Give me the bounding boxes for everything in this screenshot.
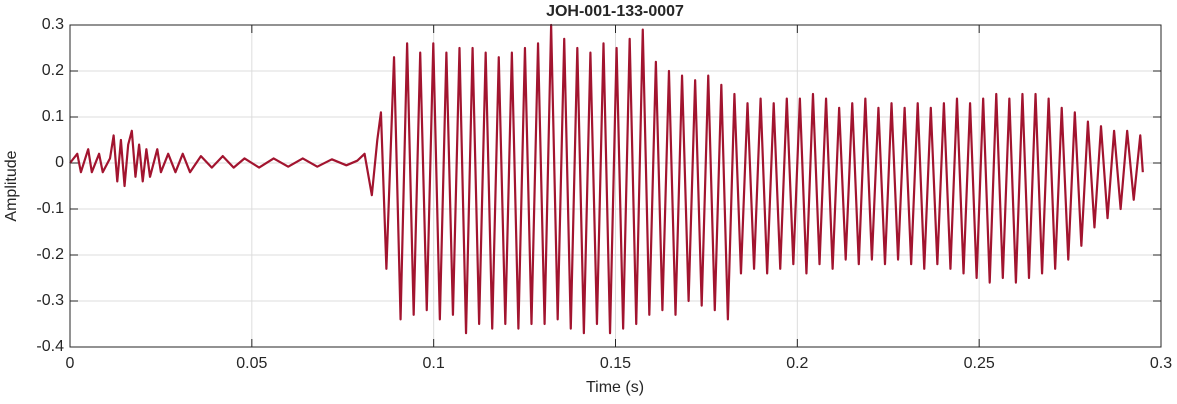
- x-tick-label: 0: [66, 355, 75, 372]
- y-axis-label: Amplitude: [3, 150, 20, 221]
- x-tick-label: 0.25: [964, 355, 995, 372]
- y-tick-label: 0.3: [42, 16, 64, 33]
- y-tick-label: 0: [55, 154, 64, 171]
- x-tick-label: 0.05: [236, 355, 267, 372]
- x-tick-label: 0.1: [423, 355, 445, 372]
- x-tick-label: 0.3: [1150, 355, 1172, 372]
- y-tick-label: -0.1: [36, 200, 64, 217]
- waveform: [69, 23, 1144, 335]
- x-tick-label: 0.2: [786, 355, 808, 372]
- axes-box: [69, 24, 1162, 348]
- y-tick-label: -0.4: [36, 338, 64, 355]
- chart-title: JOH-001-133-0007: [546, 3, 684, 20]
- y-tick-label: -0.3: [36, 292, 64, 309]
- x-tick-label: 0.15: [600, 355, 631, 372]
- y-tick-label: 0.1: [42, 108, 64, 125]
- y-tick-label: 0.2: [42, 62, 64, 79]
- y-tick-label: -0.2: [36, 246, 64, 263]
- x-axis-label: Time (s): [586, 379, 644, 396]
